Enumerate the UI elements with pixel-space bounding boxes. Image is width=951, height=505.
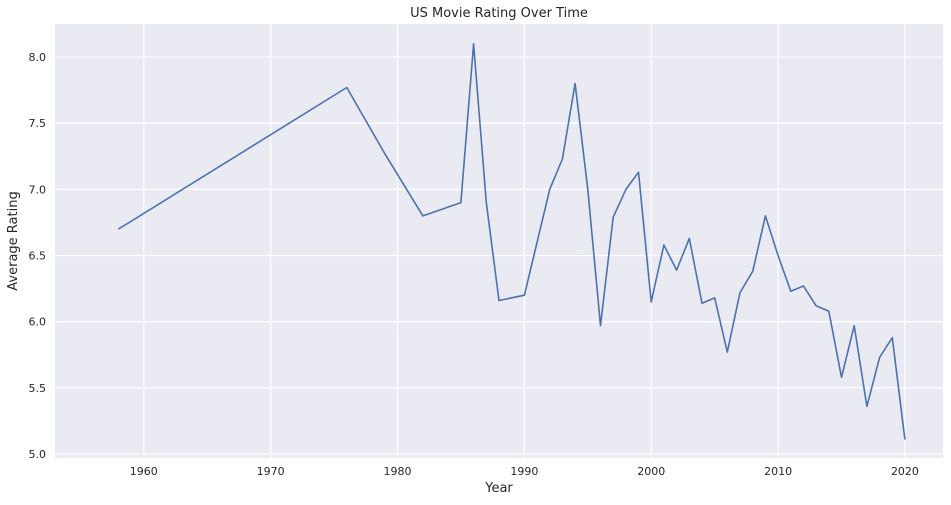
plot-area (55, 24, 943, 458)
y-tick-label: 6.0 (29, 316, 47, 329)
y-tick-label: 7.5 (29, 117, 47, 130)
x-tick-label: 1980 (384, 465, 412, 478)
grid-lines (55, 24, 943, 458)
y-axis-ticks: 5.0 5.5 6.0 6.5 7.0 7.5 8.0 (29, 51, 47, 461)
series-line (117, 42, 906, 440)
y-tick-label: 5.0 (29, 448, 47, 461)
x-axis-ticks: 1960 1970 1980 1990 2000 2010 2020 (130, 465, 919, 478)
x-axis-label: Year (484, 481, 513, 496)
y-tick-label: 5.5 (29, 382, 47, 395)
series-group (117, 42, 906, 440)
x-tick-label: 2010 (764, 465, 792, 478)
chart-title: US Movie Rating Over Time (410, 6, 588, 21)
y-tick-label: 7.0 (29, 183, 47, 196)
x-tick-label: 2020 (891, 465, 919, 478)
y-axis-label: Average Rating (6, 191, 21, 290)
x-tick-label: 1970 (257, 465, 285, 478)
x-tick-label: 2000 (637, 465, 665, 478)
x-tick-label: 1990 (510, 465, 538, 478)
x-tick-label: 1960 (130, 465, 158, 478)
y-tick-label: 6.5 (29, 250, 47, 263)
y-tick-label: 8.0 (29, 51, 47, 64)
